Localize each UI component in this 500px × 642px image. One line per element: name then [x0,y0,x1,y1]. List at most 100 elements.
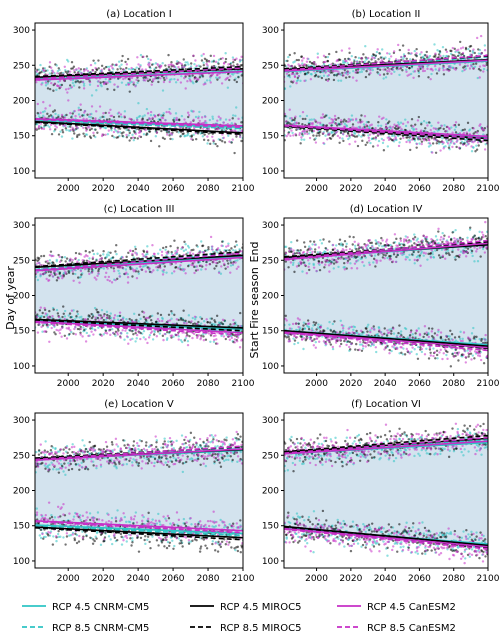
data-point [113,136,116,139]
data-point [137,313,141,317]
data-point [469,64,473,67]
data-point [199,65,202,68]
data-point [441,56,444,60]
data-point [385,61,388,65]
data-point [119,70,123,73]
data-point [129,265,132,269]
data-point [162,112,165,115]
data-point [206,142,209,145]
data-point [105,310,109,314]
data-point [48,104,52,107]
data-point [436,49,439,52]
data-point [115,129,118,133]
data-point [60,71,63,75]
data-point [213,267,216,270]
data-point [90,116,93,119]
data-point [440,58,444,62]
data-point [168,319,172,322]
data-point [214,60,218,64]
data-point [417,115,421,119]
data-point [427,121,431,124]
data-point [222,121,225,124]
data-point [107,258,111,261]
data-point [137,272,141,275]
data-point [202,320,206,323]
data-point [138,114,142,118]
data-point [131,330,134,333]
data-point [56,69,60,73]
data-point [442,73,446,76]
data-point [206,135,209,138]
data-point [342,74,345,77]
data-point [89,63,93,67]
data-point [309,78,313,81]
data-point [48,253,52,257]
data-point [163,265,167,268]
data-point [162,268,166,272]
data-point [198,76,202,79]
data-point [326,79,330,83]
data-point [394,260,398,264]
data-point [106,267,109,270]
data-point [63,65,66,68]
data-point [375,261,378,264]
data-point [457,146,461,149]
data-point [485,237,488,240]
data-point [52,262,55,265]
data-point [312,134,315,137]
data-point [131,252,134,256]
data-point [119,67,122,70]
data-point [123,110,127,113]
data-point [138,65,142,68]
data-point [410,138,414,141]
data-point [364,143,367,147]
data-point [156,312,160,315]
data-point [194,80,198,83]
data-point [377,139,381,143]
data-point [306,57,309,60]
data-point [95,278,98,281]
data-point [114,278,117,282]
data-point [337,265,340,269]
data-point [105,118,109,121]
data-point [447,65,451,68]
data-point [209,235,213,239]
data-point [58,331,62,335]
data-point [160,114,163,117]
data-point [61,131,65,134]
data-point [192,110,195,113]
data-point [205,260,208,264]
data-point [390,128,394,131]
data-point [40,70,43,74]
data-point [340,119,343,122]
data-point [158,145,161,148]
data-point [333,73,336,77]
data-point [474,150,477,153]
data-point [377,120,380,124]
data-point [145,316,148,320]
data-point [405,70,408,74]
trend-line [35,70,243,81]
data-point [112,269,116,273]
data-point [351,243,354,246]
data-point [221,259,225,263]
data-point [442,68,445,72]
data-point [288,127,292,130]
data-point [224,52,227,55]
data-point [68,312,72,315]
data-point [292,249,295,252]
data-point [345,124,349,128]
data-point [177,118,181,121]
data-point [55,279,59,282]
data-point [348,75,351,79]
data-point [188,74,191,78]
data-point [85,133,89,136]
data-point [210,60,214,63]
data-point [231,252,235,255]
data-point [227,134,230,137]
data-point [284,245,287,249]
data-point [448,127,451,131]
data-point [117,269,120,273]
data-point [350,133,354,137]
data-point [379,56,383,59]
